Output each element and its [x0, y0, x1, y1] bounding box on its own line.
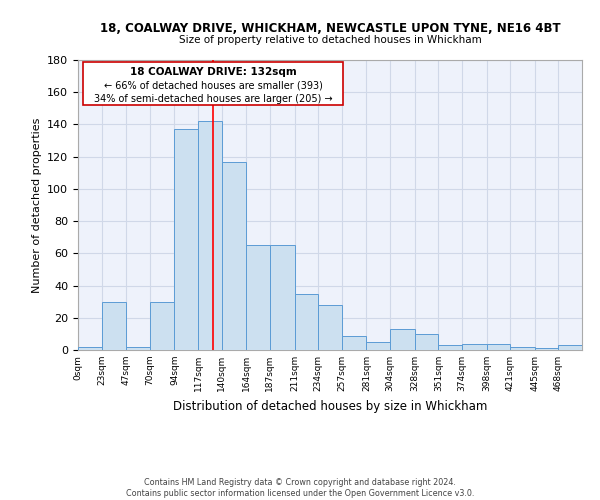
- Bar: [487, 344, 510, 350]
- Bar: [559, 345, 582, 350]
- Text: 18 COALWAY DRIVE: 132sqm: 18 COALWAY DRIVE: 132sqm: [130, 67, 296, 77]
- Y-axis label: Number of detached properties: Number of detached properties: [32, 118, 41, 292]
- Bar: [150, 302, 175, 350]
- Bar: [175, 130, 198, 350]
- Bar: [367, 342, 390, 350]
- Text: Contains HM Land Registry data © Crown copyright and database right 2024.
Contai: Contains HM Land Registry data © Crown c…: [126, 478, 474, 498]
- Bar: [198, 121, 222, 350]
- Bar: [318, 305, 342, 350]
- Bar: [247, 246, 270, 350]
- Bar: [510, 347, 535, 350]
- Bar: [295, 294, 318, 350]
- Bar: [342, 336, 367, 350]
- Text: 18, COALWAY DRIVE, WHICKHAM, NEWCASTLE UPON TYNE, NE16 4BT: 18, COALWAY DRIVE, WHICKHAM, NEWCASTLE U…: [100, 22, 560, 36]
- Bar: [222, 162, 247, 350]
- Bar: [390, 329, 415, 350]
- Bar: [438, 345, 462, 350]
- Text: Size of property relative to detached houses in Whickham: Size of property relative to detached ho…: [179, 35, 481, 45]
- Text: 34% of semi-detached houses are larger (205) →: 34% of semi-detached houses are larger (…: [94, 94, 332, 104]
- Bar: [270, 246, 295, 350]
- Bar: [415, 334, 438, 350]
- Bar: [78, 347, 101, 350]
- Bar: [535, 348, 559, 350]
- X-axis label: Distribution of detached houses by size in Whickham: Distribution of detached houses by size …: [173, 400, 487, 412]
- FancyBboxPatch shape: [83, 62, 343, 105]
- Bar: [101, 302, 126, 350]
- Text: ← 66% of detached houses are smaller (393): ← 66% of detached houses are smaller (39…: [104, 81, 322, 91]
- Bar: [126, 347, 150, 350]
- Bar: [462, 344, 487, 350]
